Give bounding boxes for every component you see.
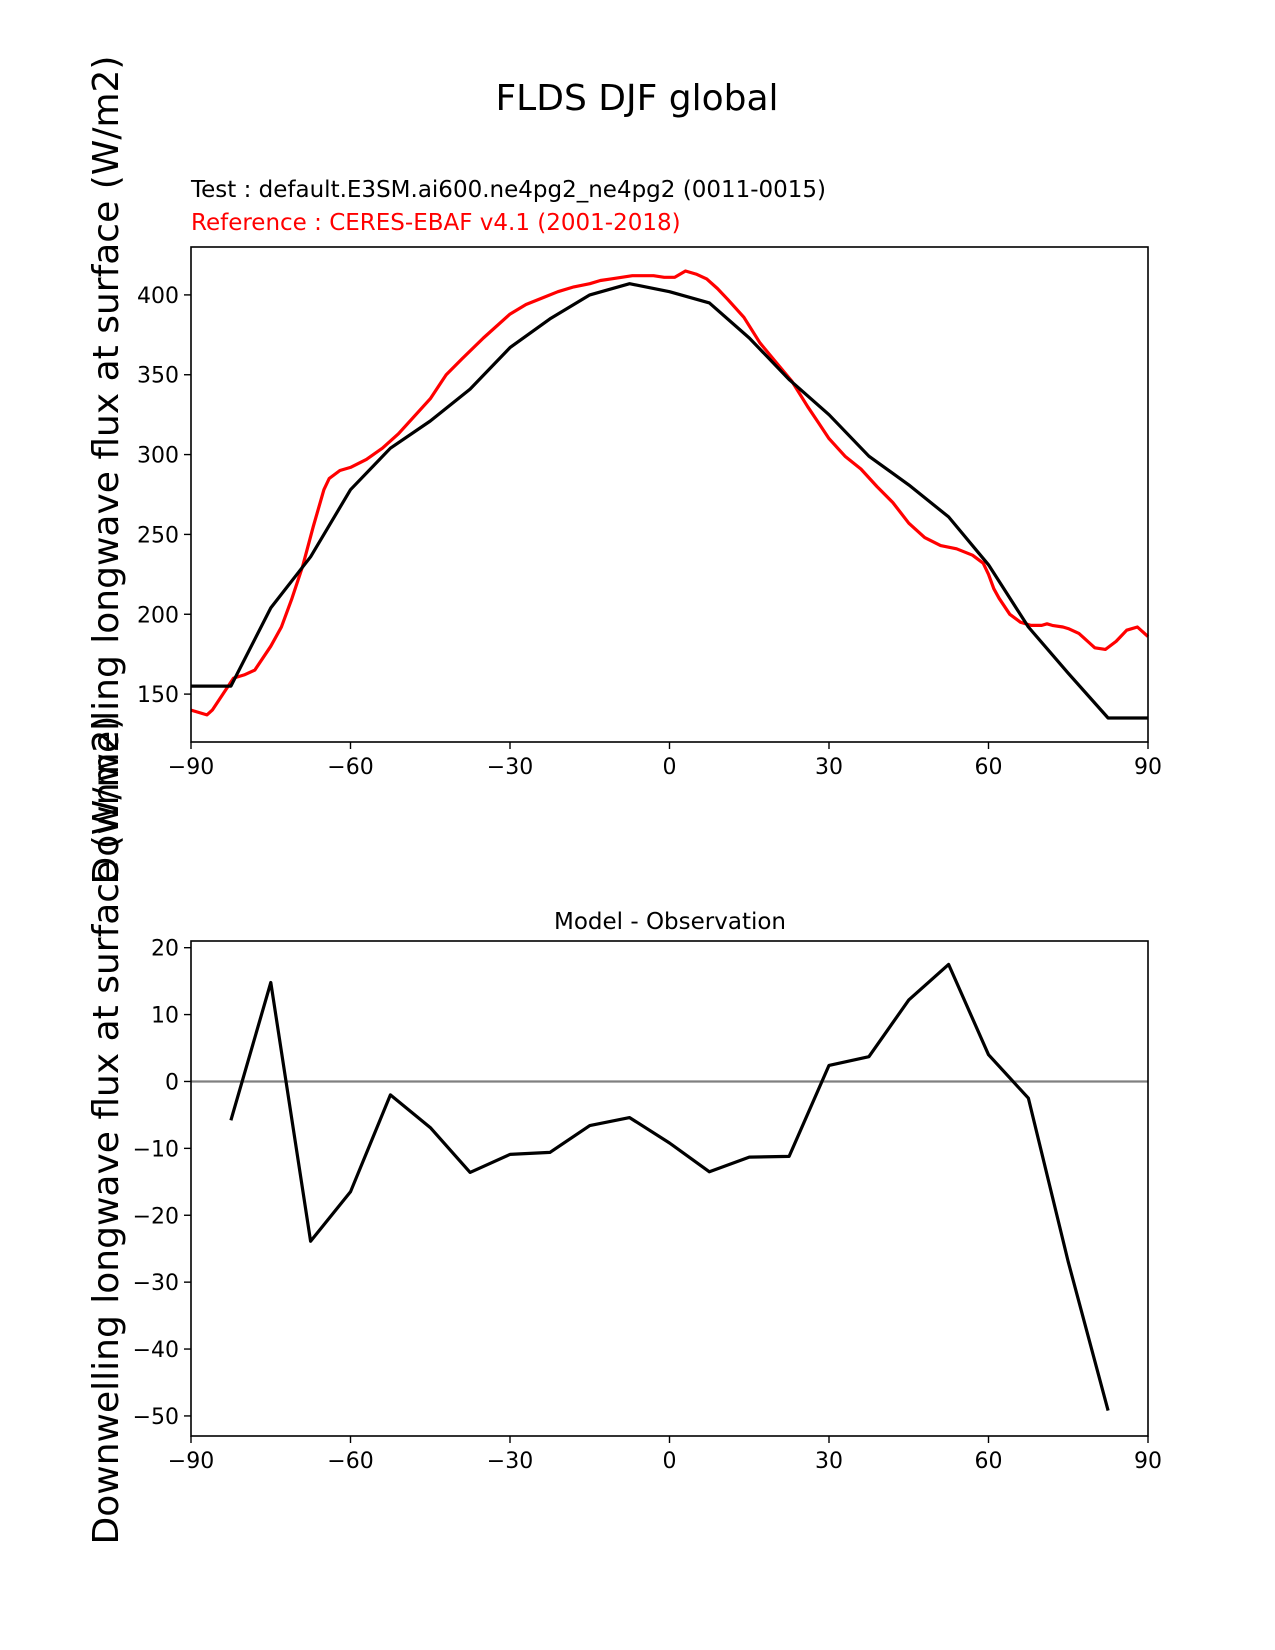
x-tick-label: −30: [487, 1449, 533, 1474]
top-y-axis-label: Downwelling longwave flux at surface (W/…: [86, 56, 127, 885]
x-tick-label: −60: [327, 1449, 373, 1474]
test-label: Test : default.E3SM.ai600.ne4pg2_ne4pg2 …: [190, 177, 826, 203]
y-tick-label: 300: [137, 444, 179, 469]
y-tick-label: 200: [137, 603, 179, 628]
x-tick-label: 90: [1134, 1449, 1162, 1474]
axes-frame: [190, 940, 1149, 1437]
y-tick-label: −40: [133, 1338, 179, 1363]
y-tick-label: 20: [151, 937, 179, 962]
series-line-0: [190, 269, 1150, 717]
x-tick-label: 90: [1134, 755, 1162, 780]
x-tick-label: 0: [663, 1449, 677, 1474]
x-tick-label: 60: [975, 755, 1003, 780]
y-tick-label: −10: [133, 1137, 179, 1162]
y-tick-label: 350: [137, 364, 179, 389]
y-tick-label: 150: [137, 683, 179, 708]
bottom-y-axis-label: Downwelling longwave flux at surface (W/…: [86, 716, 127, 1545]
y-tick-label: −30: [133, 1271, 179, 1296]
top-plot-area: −90 −60 −30 0 30 60 90 150 200 250 300 350 400: [137, 246, 1162, 780]
series-line-1: [191, 282, 1148, 720]
axes-frame: [190, 246, 1149, 743]
bottom-plot-area: −90 −60 −30 0 30 60 90 −50 −40 −30 −20 −10 0 10 20: [133, 937, 1162, 1474]
series-line-0: [229, 962, 1110, 1412]
y-tick-label: 0: [165, 1070, 179, 1095]
reference-label: Reference : CERES-EBAF v4.1 (2001-2018): [191, 210, 681, 236]
y-tick-label: −50: [133, 1405, 179, 1430]
bottom-panel: Model - Observation −90 −60 −30 0 30 60 90−50−…: [133, 909, 1162, 1474]
x-tick-label: −90: [168, 1449, 214, 1474]
y-tick-label: −20: [133, 1204, 179, 1229]
x-tick-label: 0: [663, 755, 677, 780]
difference-title: Model - Observation: [554, 909, 786, 935]
x-tick-label: −90: [168, 755, 214, 780]
x-tick-label: 30: [815, 1449, 843, 1474]
figure-title: FLDS DJF global: [495, 78, 778, 119]
x-tick-label: −30: [487, 755, 533, 780]
x-tick-label: 30: [815, 755, 843, 780]
y-tick-label: 400: [137, 284, 179, 309]
y-tick-label: 250: [137, 523, 179, 548]
top-panel: Test : default.E3SM.ai600.ne4pg2_ne4pg2 …: [137, 177, 1162, 780]
y-tick-label: 10: [151, 1004, 179, 1029]
x-tick-label: 60: [975, 1449, 1003, 1474]
x-tick-label: −60: [327, 755, 373, 780]
